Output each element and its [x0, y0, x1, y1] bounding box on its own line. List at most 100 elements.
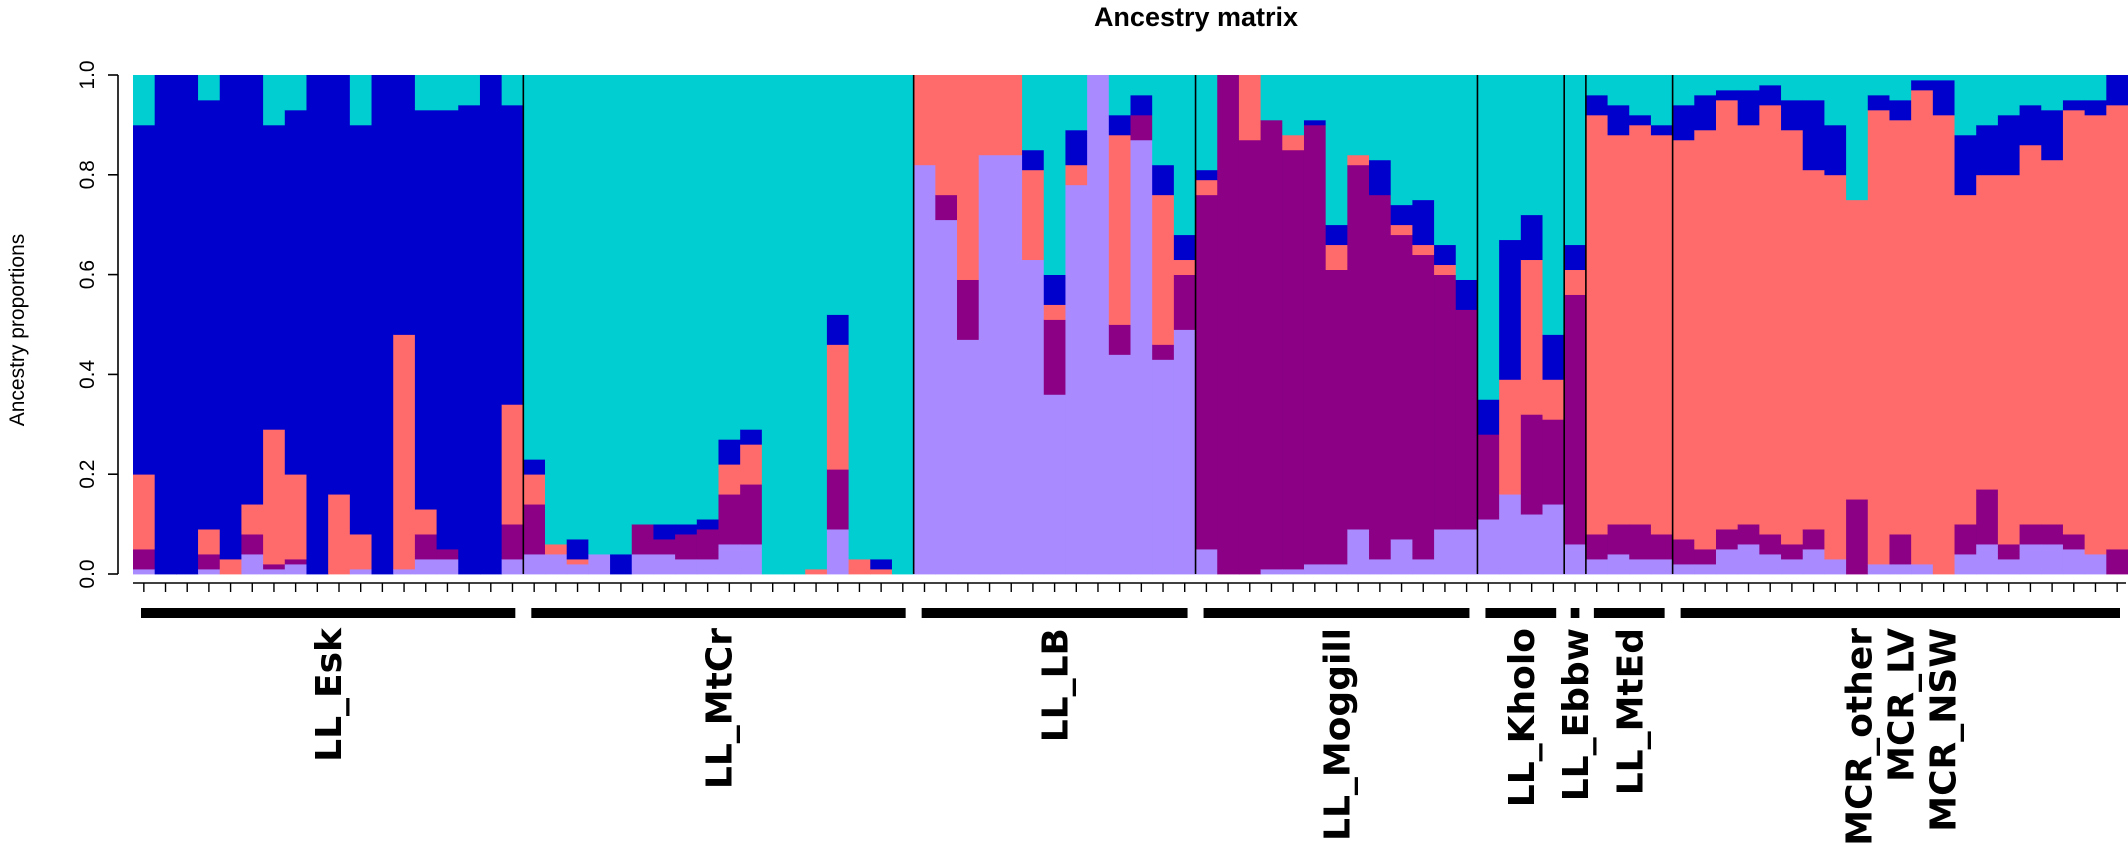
- bar-segment-purple: [1238, 139, 1262, 575]
- bar-segment-blue: [653, 524, 676, 540]
- bar-segment-blue: [306, 75, 329, 575]
- bar-segment-blue: [696, 519, 720, 530]
- bar-segment-blue: [176, 75, 199, 575]
- bar-segment-lavender: [1434, 529, 1457, 575]
- bar-segment-purple: [1672, 539, 1695, 565]
- bar-segment-salmon: [1976, 174, 1999, 490]
- bar-segment-lavender: [1564, 544, 1587, 575]
- bar-segment-salmon: [1108, 134, 1132, 325]
- bar-segment-purple: [1130, 114, 1153, 141]
- bar-segment-lavender: [740, 544, 763, 575]
- bar-segment-blue: [1759, 84, 1782, 106]
- bar-segment-blue: [2106, 75, 2128, 106]
- bar-segment-lavender: [566, 564, 589, 575]
- x-axis: [133, 582, 2126, 618]
- bar-segment-blue: [1412, 199, 1435, 246]
- bar-segment-salmon: [566, 559, 589, 565]
- bar-segment-blue: [1564, 244, 1587, 271]
- group-label: LL_LB: [1036, 628, 1077, 742]
- bar-segment-purple: [1412, 254, 1435, 560]
- bar-segment-blue: [371, 75, 394, 575]
- bar-segment-salmon: [1152, 194, 1175, 345]
- bar-segment-cyan: [1846, 75, 1869, 201]
- bar-segment-cyan: [1108, 75, 1132, 116]
- bar-segment-blue: [718, 439, 741, 465]
- bar-segment-lavender: [349, 569, 373, 575]
- bar-segment-salmon: [349, 534, 373, 570]
- bar-segment-lavender: [1737, 544, 1760, 575]
- bar-segment-cyan: [1737, 75, 1760, 91]
- bar-segment-lavender: [696, 559, 720, 575]
- bar-segment-blue: [870, 559, 893, 570]
- bar-segment-purple: [696, 529, 720, 560]
- bar-segment-salmon: [978, 75, 1001, 156]
- bar-segment-purple: [1260, 119, 1283, 570]
- bar-segment-blue: [1954, 134, 1977, 196]
- bar-segment-cyan: [545, 75, 568, 545]
- bar-segment-lavender: [1824, 559, 1847, 575]
- bar-segment-salmon: [1867, 109, 1891, 565]
- bar-segment-salmon: [1390, 224, 1413, 236]
- bar-segment-salmon: [826, 344, 850, 470]
- bar-segment-purple: [436, 549, 459, 560]
- bar-segment-cyan: [1477, 75, 1500, 400]
- bar-segment-cyan: [1650, 75, 1674, 126]
- bar-segment-blue: [1325, 224, 1348, 246]
- bar-segment-cyan: [349, 75, 373, 126]
- bar-segment-cyan: [566, 75, 589, 540]
- bar-segment-purple: [1195, 194, 1218, 550]
- bar-segment-lavender: [2041, 544, 2064, 575]
- bar-segment-salmon: [2019, 144, 2042, 525]
- bar-segment-cyan: [783, 75, 806, 575]
- bar-segment-cyan: [870, 75, 893, 560]
- bar-segment-purple: [631, 524, 655, 555]
- bar-segment-lavender: [1369, 559, 1392, 575]
- bar-segment-salmon: [1043, 304, 1067, 320]
- bar-segment-blue: [1672, 104, 1695, 141]
- bar-segment-cyan: [1195, 75, 1218, 171]
- bar-segment-cyan: [1824, 75, 1847, 126]
- bar-segment-salmon: [957, 75, 980, 280]
- bar-segment-salmon: [219, 559, 243, 575]
- bar-segment-blue: [826, 314, 850, 345]
- bar-segment-blue: [1997, 114, 2021, 176]
- bar-segment-purple: [1781, 544, 1804, 560]
- bar-segment-purple: [1043, 319, 1067, 395]
- bar-segment-lavender: [263, 569, 286, 575]
- bar-segment-salmon: [1932, 114, 1956, 575]
- bar-segment-lavender: [523, 554, 546, 575]
- bar-segment-salmon: [935, 75, 958, 196]
- bar-segment-purple: [1347, 164, 1370, 530]
- bar-segment-lavender: [1282, 569, 1305, 575]
- bar-segment-blue: [1867, 94, 1891, 111]
- bar-segment-lavender: [1152, 359, 1175, 575]
- bar-segment-cyan: [1759, 75, 1782, 86]
- bar-segment-lavender: [1802, 549, 1826, 575]
- bar-segment-lavender: [631, 554, 655, 575]
- bar-segment-blue: [1629, 114, 1652, 126]
- y-tick-label: 0.4: [76, 359, 99, 389]
- bar-segment-lavender: [1997, 559, 2021, 575]
- group-label: LL_Moggill: [1318, 628, 1359, 841]
- bar-segment-lavender: [1173, 329, 1197, 575]
- bar-segment-salmon: [1564, 269, 1587, 295]
- bar-segment-salmon: [1542, 379, 1565, 420]
- bar-segment-purple: [1846, 499, 1869, 575]
- bar-segment-lavender: [1672, 564, 1695, 575]
- bar-segment-salmon: [913, 75, 936, 166]
- bar-segment-blue: [436, 109, 459, 550]
- bar-segment-cyan: [1911, 75, 1934, 81]
- bar-segment-cyan: [2062, 75, 2086, 101]
- bar-segment-lavender: [1260, 569, 1283, 575]
- bar-segment-cyan: [1455, 75, 1479, 280]
- bar-segment-lavender: [1976, 544, 1999, 575]
- bar-segment-lavender: [1000, 154, 1023, 575]
- bar-segment-blue: [610, 554, 633, 575]
- bar-segment-lavender: [1715, 549, 1739, 575]
- bar-segment-lavender: [198, 569, 221, 575]
- bar-segment-salmon: [1434, 264, 1457, 275]
- bar-segment-lavender: [588, 554, 611, 575]
- bar-segment-blue: [566, 539, 589, 560]
- y-tick-label: 0.2: [76, 460, 99, 489]
